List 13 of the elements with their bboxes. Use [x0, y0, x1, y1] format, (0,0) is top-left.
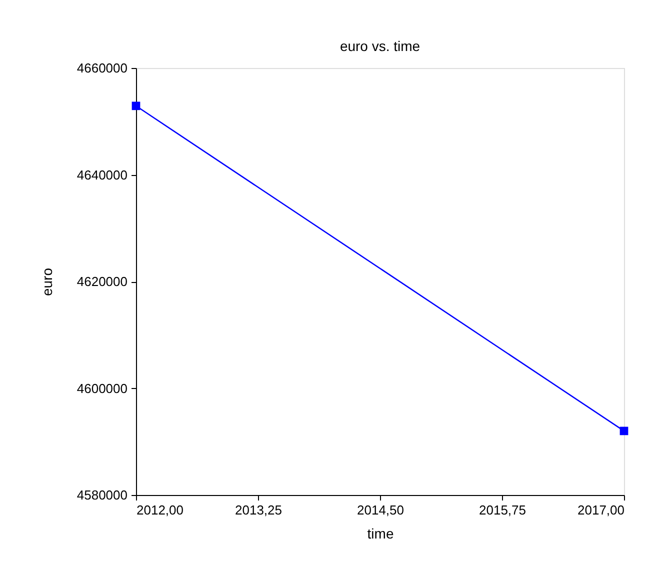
x-tick-label: 2017,00	[578, 502, 624, 518]
y-tick-label: 4620000	[76, 274, 128, 289]
chart-title: euro vs. time	[340, 38, 420, 54]
y-tick-label: 4600000	[76, 380, 128, 396]
x-axis-title: time	[367, 526, 394, 542]
x-tick-label: 2013,25	[235, 502, 282, 518]
x-tick-label: 2012,00	[136, 502, 184, 518]
y-axis-title: euro	[38, 268, 55, 296]
y-tick-label: 4660000	[76, 60, 128, 76]
y-tick-label: 4640000	[76, 167, 128, 182]
y-tick-label: 4580000	[76, 488, 128, 502]
x-tick-label: 2014,50	[357, 502, 404, 518]
x-tick-label: 2015,75	[479, 502, 526, 518]
